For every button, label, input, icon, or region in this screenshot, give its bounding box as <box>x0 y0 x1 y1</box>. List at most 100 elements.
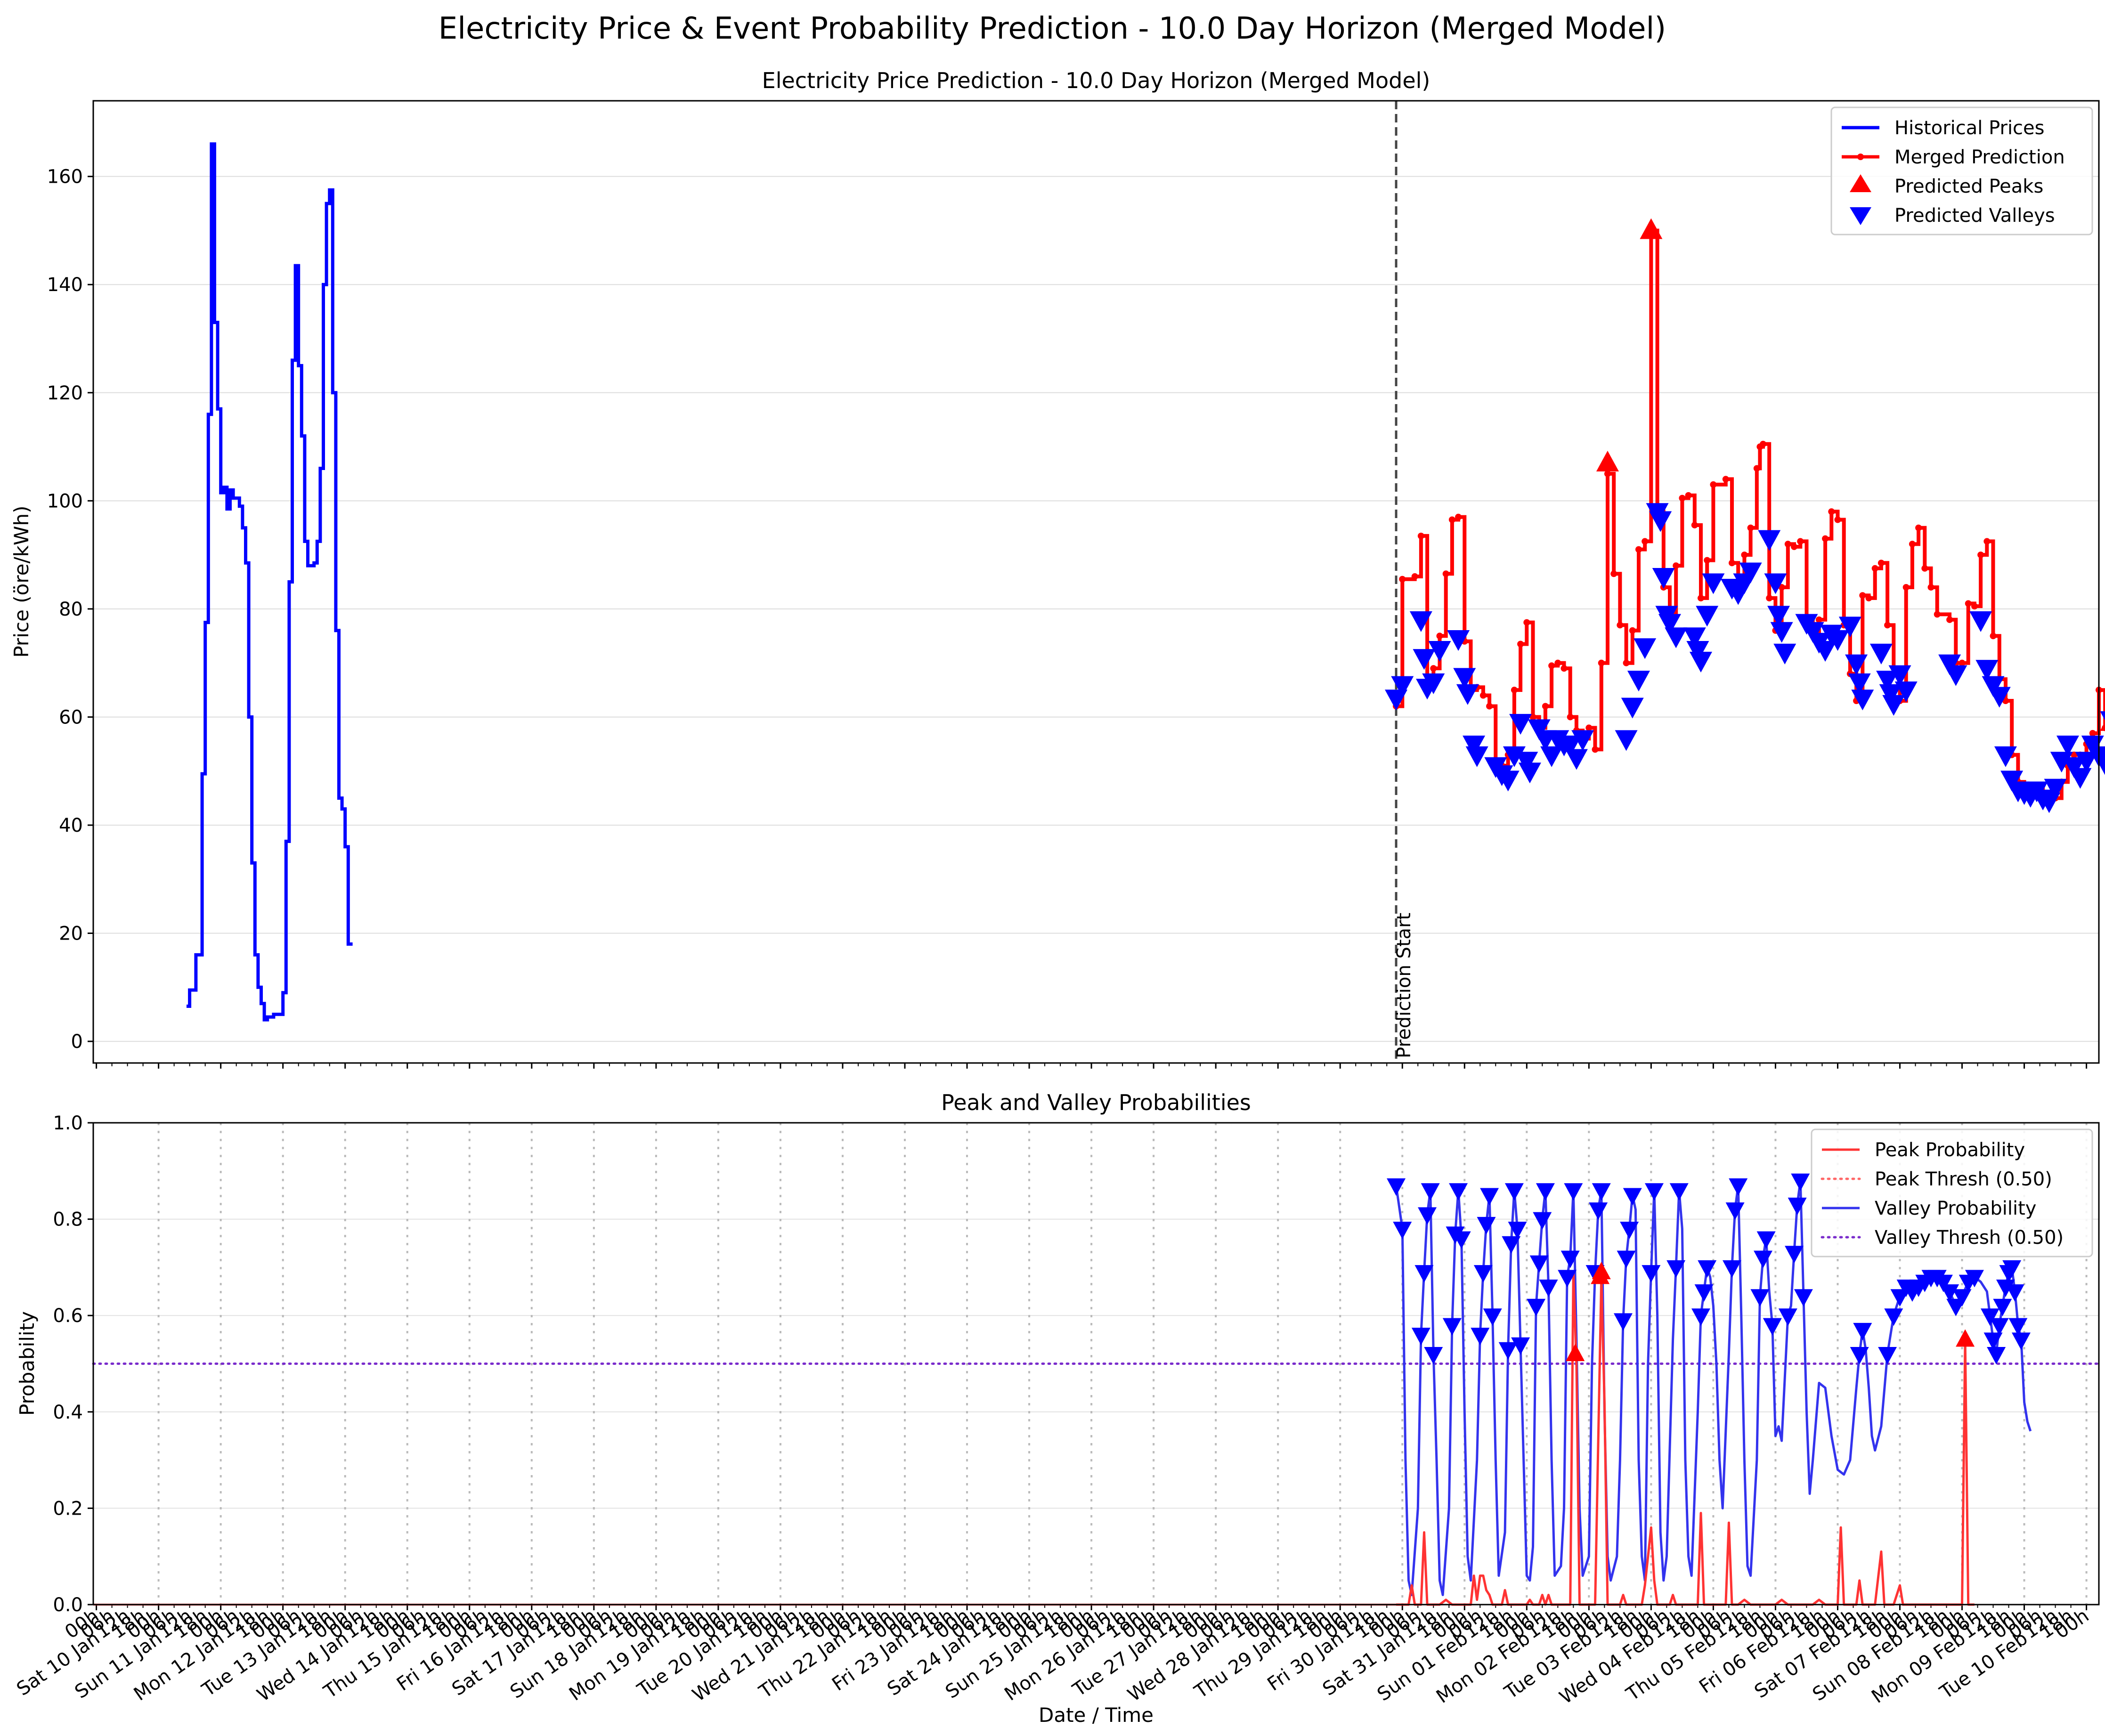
peak-probability-marker <box>1956 1329 1975 1347</box>
valley-probability-marker <box>1993 1298 2012 1316</box>
prediction-point <box>1417 532 1424 539</box>
prediction-point <box>1610 570 1617 577</box>
predicted-valley-marker <box>1391 676 1414 697</box>
prediction-point <box>1828 508 1835 515</box>
probability-y-tick-label: 0.6 <box>53 1305 83 1327</box>
valley-probability-marker <box>1387 1178 1406 1196</box>
predicted-valley-marker <box>2063 757 2086 778</box>
prediction-point <box>1822 535 1829 542</box>
predicted-valley-marker <box>1894 681 1918 703</box>
valley-probability-marker <box>1558 1270 1577 1288</box>
legend-valleys-label: Predicted Valleys <box>1894 205 2055 227</box>
predicted-valley-marker <box>2100 711 2105 721</box>
prediction-point <box>1784 541 1791 548</box>
prediction-point <box>2089 730 2096 737</box>
prediction-point <box>1430 665 1437 672</box>
predicted-valley-marker <box>1845 654 1868 675</box>
valley-probability-marker <box>1952 1289 1972 1307</box>
predicted-valley-marker <box>1615 730 1638 751</box>
prediction-point <box>1629 627 1636 634</box>
valley-probability-marker <box>1414 1265 1434 1283</box>
valley-probability-marker <box>1698 1260 1717 1278</box>
prediction-point <box>1791 543 1798 550</box>
prediction-point <box>1927 584 1934 591</box>
prediction-point <box>1741 552 1748 559</box>
prediction-point <box>1592 746 1599 753</box>
prediction-point <box>1567 714 1574 721</box>
valley-probability-marker <box>1508 1222 1527 1240</box>
prediction-point <box>1884 622 1891 629</box>
valley-probability-marker <box>1794 1289 1813 1307</box>
valley-probability-marker <box>1694 1284 1714 1302</box>
predicted-valley-marker <box>1422 673 1445 694</box>
predicted-valley-marker <box>1503 746 1526 767</box>
price-y-axis-label: Price (öre/kWh) <box>10 505 33 657</box>
prediction-point <box>1902 584 1910 591</box>
predicted-valley-marker <box>2000 771 2024 792</box>
predicted-valley-marker <box>1528 719 1551 740</box>
prediction-point <box>1946 616 1953 623</box>
predicted-valley-marker <box>2044 779 2067 800</box>
predicted-valley-marker <box>1428 641 1451 662</box>
prediction-point <box>1635 546 1642 553</box>
prediction-point <box>1698 594 1705 601</box>
valley-probability-marker <box>1564 1183 1583 1201</box>
predicted-valley-marker <box>1767 606 1790 627</box>
prediction-point <box>1542 703 1549 710</box>
prediction-point <box>1548 662 1555 669</box>
valley-probability-marker <box>1750 1289 1770 1307</box>
valley-probability-marker <box>1592 1183 1611 1201</box>
valley-probability-marker <box>1642 1265 1661 1283</box>
prediction-point <box>1685 492 1692 499</box>
predicted-valley-marker <box>1658 614 1681 635</box>
prediction-point <box>1766 594 1773 601</box>
prediction-point <box>1511 687 1518 694</box>
probability-y-axis-ticks: 0.0 0.2 0.4 0.6 0.8 1.0 <box>53 1112 93 1616</box>
price-y-tick-label: 0 <box>71 1031 83 1053</box>
valley-probability-marker <box>1527 1298 1546 1316</box>
predicted-valley-marker <box>1627 671 1650 692</box>
predicted-valley-marker <box>1413 649 1436 670</box>
valley-probability-marker <box>1449 1183 1468 1201</box>
valley-probability-marker <box>1613 1313 1633 1331</box>
predicted-valley-marker <box>1690 651 1713 673</box>
predicted-valley-marker <box>1683 627 1706 649</box>
prediction-point <box>1877 560 1885 567</box>
valley-probability-marker <box>1983 1332 2003 1350</box>
predicted-valley-marker <box>1518 763 1541 784</box>
predicted-valley-marker <box>1456 684 1479 705</box>
prediction-point <box>1983 538 1991 545</box>
prediction-point <box>1585 724 1593 731</box>
predicted-valley-marker <box>1988 687 2011 708</box>
legend-prediction-label: Merged Prediction <box>1894 146 2065 168</box>
valley-probability-marker <box>1691 1308 1711 1326</box>
prediction-point <box>1529 714 1536 721</box>
predicted-valley-marker <box>1447 630 1470 651</box>
predicted-valley-marker <box>1559 735 1582 756</box>
prediction-point <box>1722 476 1729 483</box>
price-y-axis-ticks: 0 20 40 60 80 100 120 140 160 <box>47 166 93 1053</box>
predicted-valley-marker <box>1773 643 1796 665</box>
prediction-point <box>1411 573 1418 580</box>
valley-probability-marker <box>1785 1246 1804 1264</box>
predicted-valley-marker <box>2075 752 2098 773</box>
predicted-valley-marker <box>1848 673 1871 694</box>
prediction-point <box>1704 557 1711 564</box>
figure-title: Electricity Price & Event Probability Pr… <box>439 11 1666 46</box>
valley-probability-marker <box>1987 1347 2006 1365</box>
price-legend-box <box>1830 106 2093 235</box>
prediction-point <box>1642 538 1649 545</box>
predicted-valley-marker <box>1982 676 2005 697</box>
valley-probability-marker <box>1791 1173 1810 1191</box>
legend-historical-label: Historical Prices <box>1894 117 2045 139</box>
peak-probability-marker <box>1566 1344 1585 1362</box>
prediction-point <box>1859 592 1866 599</box>
prediction-point <box>1729 560 1736 567</box>
prediction-point <box>1436 633 1443 640</box>
predicted-valley-marker <box>1770 622 1793 643</box>
valley-probability-marker <box>1502 1236 1521 1254</box>
probability-panel-title: Peak and Valley Probabilities <box>941 1090 1251 1115</box>
prediction-point <box>1934 611 1941 618</box>
predicted-valley-marker <box>1571 730 1594 751</box>
